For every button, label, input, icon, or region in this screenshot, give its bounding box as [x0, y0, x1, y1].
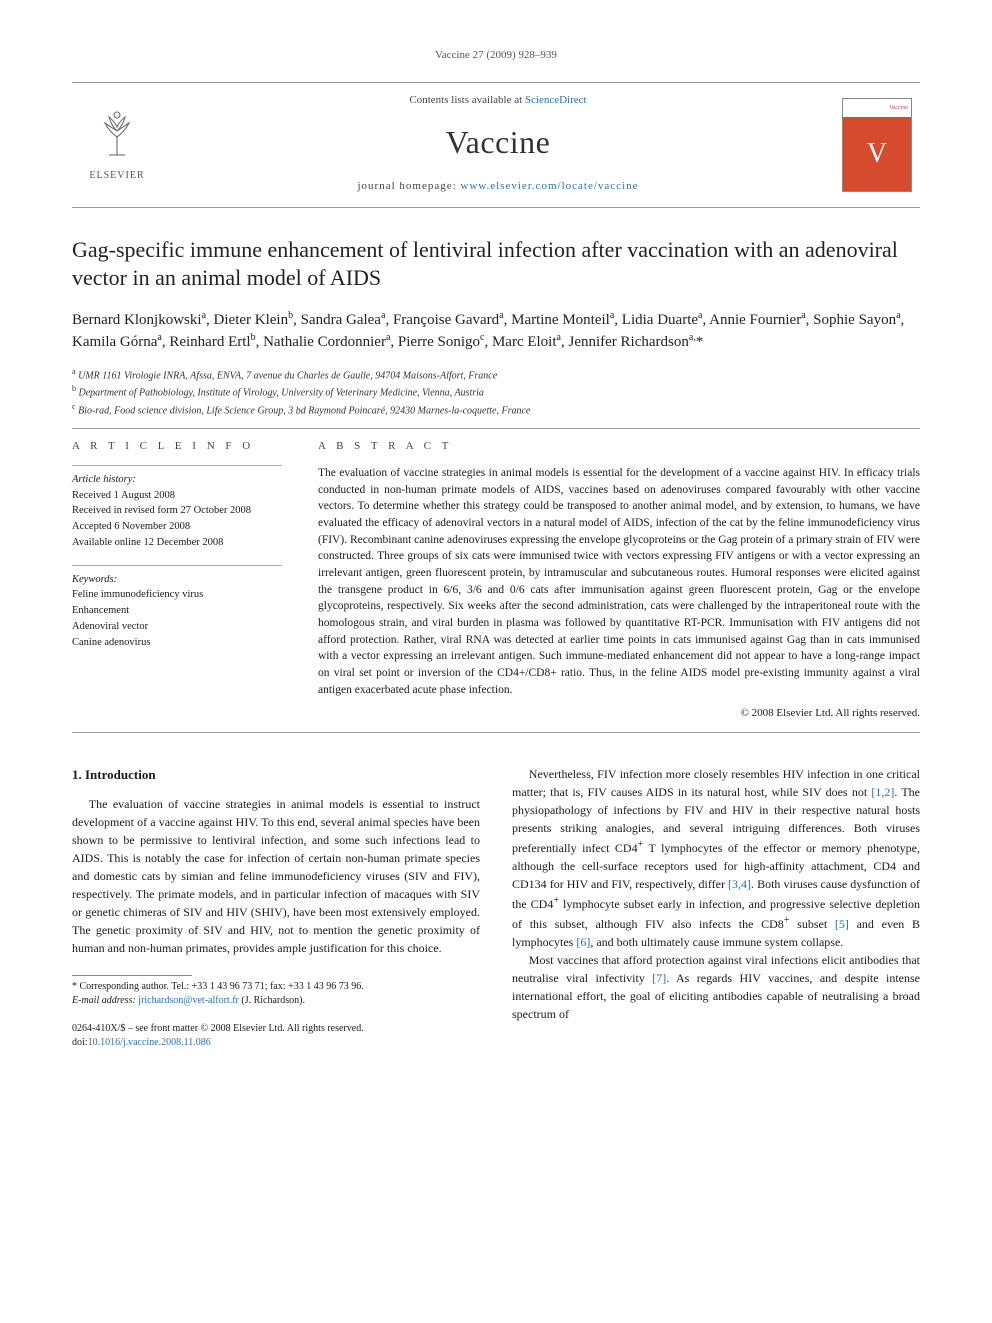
journal-cover-thumb: Vaccine V	[842, 98, 912, 192]
sciencedirect-link[interactable]: ScienceDirect	[525, 94, 587, 106]
corresponding-line: * Corresponding author. Tel.: +33 1 43 9…	[72, 980, 480, 994]
contents-line: Contents lists available at ScienceDirec…	[170, 93, 826, 109]
keyword: Enhancement	[72, 603, 282, 619]
page: Vaccine 27 (2009) 928–939 ELSEVIER	[0, 0, 992, 1090]
keyword: Feline immunodeficiency virus	[72, 587, 282, 603]
body-columns: 1. Introduction The evaluation of vaccin…	[72, 765, 920, 1050]
authors: Bernard Klonjkowskia, Dieter Kleinb, San…	[72, 309, 920, 355]
cover-glyph: V	[867, 134, 887, 175]
copyright-line: © 2008 Elsevier Ltd. All rights reserved…	[318, 706, 920, 722]
article-title: Gag-specific immune enhancement of lenti…	[72, 236, 920, 292]
homepage-link[interactable]: www.elsevier.com/locate/vaccine	[460, 180, 638, 192]
footnote-rule	[72, 975, 192, 976]
section-heading: 1. Introduction	[72, 765, 480, 785]
publisher-block: ELSEVIER	[72, 83, 162, 207]
email-who: (J. Richardson).	[241, 995, 305, 1006]
contents-prefix: Contents lists available at	[409, 94, 524, 106]
cover-body: V	[843, 117, 911, 191]
cover-top: Vaccine	[843, 99, 911, 117]
body-paragraph: Most vaccines that afford protection aga…	[512, 951, 920, 1023]
email-line: E-mail address: jrichardson@vet-alfort.f…	[72, 994, 480, 1008]
affiliation: b Department of Pathobiology, Institute …	[72, 383, 920, 400]
affiliation: c Bio-rad, Food science division, Life S…	[72, 401, 920, 418]
homepage-prefix: journal homepage:	[357, 180, 460, 192]
rule-bottom	[72, 732, 920, 733]
body-paragraph: The evaluation of vaccine strategies in …	[72, 795, 480, 957]
email-label: E-mail address:	[72, 995, 136, 1006]
elsevier-tree-icon	[89, 107, 144, 167]
masthead: ELSEVIER Contents lists available at Sci…	[72, 82, 920, 208]
abstract-col: A B S T R A C T The evaluation of vaccin…	[318, 439, 920, 722]
history-label: Article history:	[72, 472, 282, 488]
article-info-head: A R T I C L E I N F O	[72, 439, 282, 455]
history-line: Received 1 August 2008	[72, 488, 282, 504]
running-head: Vaccine 27 (2009) 928–939	[72, 48, 920, 64]
keyword: Canine adenovirus	[72, 635, 282, 651]
abstract-text: The evaluation of vaccine strategies in …	[318, 465, 920, 698]
cover-thumb-wrap: Vaccine V	[834, 83, 920, 207]
body-col-right: Nevertheless, FIV infection more closely…	[512, 765, 920, 1050]
history-block: Article history: Received 1 August 2008 …	[72, 465, 282, 551]
affiliations: a UMR 1161 Virologie INRA, Afssa, ENVA, …	[72, 366, 920, 418]
journal-name: Vaccine	[170, 119, 826, 165]
history-line: Received in revised form 27 October 2008	[72, 503, 282, 519]
keywords-label: Keywords:	[72, 572, 282, 588]
keywords-block: Keywords: Feline immunodeficiency virus …	[72, 565, 282, 651]
homepage-line: journal homepage: www.elsevier.com/locat…	[170, 179, 826, 195]
body-col-left: 1. Introduction The evaluation of vaccin…	[72, 765, 480, 1050]
info-abstract-row: A R T I C L E I N F O Article history: R…	[72, 439, 920, 722]
front-matter-line: 0264-410X/$ – see front matter © 2008 El…	[72, 1022, 480, 1036]
email-link[interactable]: jrichardson@vet-alfort.fr	[138, 995, 239, 1006]
doi-prefix: doi:	[72, 1037, 88, 1048]
body-paragraph: Nevertheless, FIV infection more closely…	[512, 765, 920, 951]
rule-top	[72, 428, 920, 429]
doi-link[interactable]: 10.1016/j.vaccine.2008.11.086	[88, 1037, 211, 1048]
article-info-col: A R T I C L E I N F O Article history: R…	[72, 439, 282, 722]
keyword: Adenoviral vector	[72, 619, 282, 635]
abstract-head: A B S T R A C T	[318, 439, 920, 455]
cover-label: Vaccine	[889, 104, 908, 113]
doi-line: doi:10.1016/j.vaccine.2008.11.086	[72, 1036, 480, 1050]
corresponding-footnote: * Corresponding author. Tel.: +33 1 43 9…	[72, 980, 480, 1008]
publisher-label: ELSEVIER	[89, 169, 144, 184]
affiliation: a UMR 1161 Virologie INRA, Afssa, ENVA, …	[72, 366, 920, 383]
history-line: Available online 12 December 2008	[72, 535, 282, 551]
masthead-center: Contents lists available at ScienceDirec…	[162, 83, 834, 207]
history-line: Accepted 6 November 2008	[72, 519, 282, 535]
footer-meta: 0264-410X/$ – see front matter © 2008 El…	[72, 1022, 480, 1050]
